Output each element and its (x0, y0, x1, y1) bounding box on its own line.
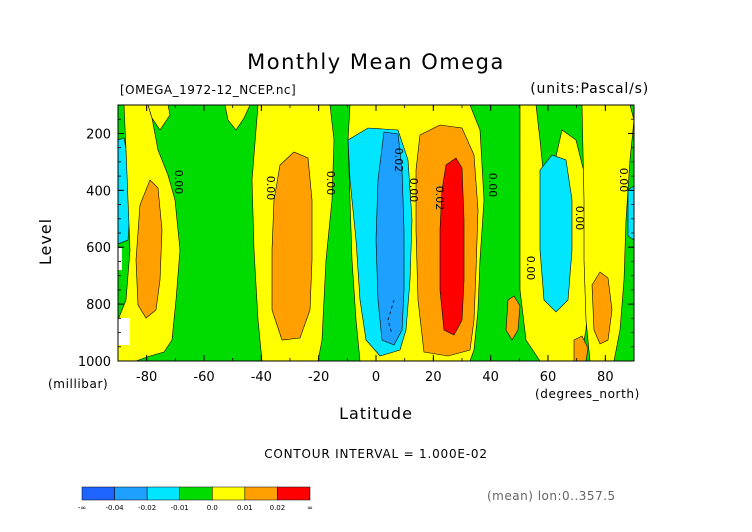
y-axis-ticks: 200 400 600 800 1000 (78, 104, 634, 370)
y-tick-label: 400 (86, 184, 111, 199)
colorbar-label: -0.04 (106, 504, 125, 512)
orange-region-south (135, 179, 163, 319)
x-axis-ticks: -80 -60 -40 -20 0 20 40 60 80 (117, 105, 635, 385)
contour-label: 0.02 (433, 186, 446, 211)
averaging-note: (mean) lon:0..357.5 (487, 489, 616, 503)
contour-label: 0.00 (486, 173, 499, 198)
contour-line-dashed (387, 299, 395, 335)
orange-region-minus30 (271, 151, 313, 341)
contour-label: 0.00 (172, 170, 185, 195)
orange-region-north45 (505, 295, 521, 341)
x-tick-label: 60 (540, 370, 557, 385)
orange-region-north55 (573, 335, 589, 361)
y-tick-label: 600 (86, 241, 111, 256)
orange-region-north85 (591, 271, 613, 345)
colorbar-label: 0.02 (270, 504, 286, 512)
white-gap-left (118, 248, 122, 270)
colorbar-swatch (277, 486, 311, 501)
contour-label: 0.00 (617, 168, 630, 193)
white-gap-bottom-left (118, 318, 130, 345)
units-label: (units:Pascal/s) (530, 81, 649, 97)
x-tick-label: -20 (308, 370, 329, 385)
colorbar-swatch (146, 486, 180, 501)
colorbar-label: -0.01 (171, 504, 189, 512)
contour-fields (118, 105, 634, 361)
chart-title: Monthly Mean Omega (247, 50, 505, 74)
cyan-region-north60 (539, 154, 573, 313)
y-tick-label: 1000 (78, 355, 111, 370)
colorbar-label: ∞ (307, 504, 313, 512)
contour-interval-label: CONTOUR INTERVAL = 1.000E-02 (264, 447, 488, 461)
yellow-cap-left (147, 105, 171, 131)
x-tick-label: -40 (251, 370, 272, 385)
colorbar-swatch (179, 486, 213, 501)
x-axis-units: (degrees_north) (535, 387, 640, 401)
contour-label: 0.00 (407, 178, 420, 203)
y-tick-label: 200 (86, 127, 111, 142)
colorbar-swatch (244, 486, 278, 501)
colorbar-label: 0.0 (207, 504, 218, 512)
x-tick-label: 40 (482, 370, 499, 385)
contour-label: 0.00 (324, 171, 337, 196)
y-tick-label: 800 (86, 298, 111, 313)
x-tick-label: -60 (193, 370, 214, 385)
contour-label: 0.00 (573, 206, 586, 231)
x-tick-label: -80 (136, 370, 157, 385)
colorbar-label: 0.01 (237, 504, 253, 512)
colorbar-swatch (81, 486, 115, 501)
x-axis-title: Latitude (339, 404, 413, 423)
colorbar-swatch (212, 486, 246, 501)
red-region-north20 (439, 157, 465, 336)
yellow-cap-mid (224, 105, 251, 131)
blue-region-equator (375, 131, 405, 346)
colorbar-label: -∞ (78, 504, 86, 512)
file-name-label: [OMEGA_1972-12_NCEP.nc] (120, 83, 297, 97)
colorbar: -∞ -0.04 -0.02 -0.01 0.0 0.01 0.02 ∞ (78, 486, 313, 512)
x-tick-label: 20 (425, 370, 442, 385)
contour-label: 0.00 (524, 256, 537, 281)
colorbar-swatch (114, 486, 148, 501)
cyan-region-north88 (627, 185, 634, 241)
y-axis-units: (millibar) (48, 377, 109, 391)
x-tick-label: 0 (372, 370, 380, 385)
x-tick-label: 80 (597, 370, 614, 385)
contour-label: 0.02 (392, 148, 405, 173)
contour-label: 0.00 (264, 176, 277, 201)
colorbar-label: -0.02 (138, 504, 156, 512)
contour-labels: 0.00 0.00 0.000.020.00 0.020.000.000.000.00 (172, 148, 630, 281)
